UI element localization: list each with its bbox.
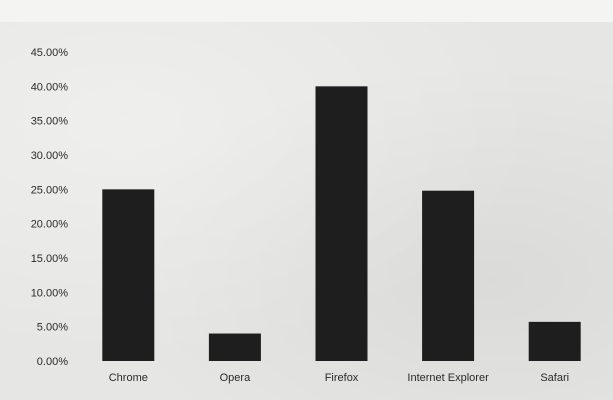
y-tick-label: 15.00%	[31, 253, 69, 265]
y-tick-label: 40.00%	[31, 81, 69, 93]
bars	[102, 86, 581, 361]
x-axis-labels: Chrome Opera Firefox Internet Explorer Safar…	[109, 372, 569, 384]
y-tick-label: 35.00%	[31, 116, 69, 128]
scan-top-edge	[0, 0, 613, 22]
bar-chrome	[102, 189, 155, 361]
bar-internet-explorer	[422, 190, 475, 361]
x-tick-label: Internet Explorer	[407, 372, 489, 384]
bar-opera	[208, 333, 261, 361]
x-tick-label: Safari	[540, 372, 569, 384]
y-tick-label: 30.00%	[31, 150, 69, 162]
x-tick-label: Chrome	[109, 372, 148, 384]
y-tick-label: 0.00%	[37, 356, 68, 368]
y-tick-label: 25.00%	[31, 184, 69, 196]
x-tick-label: Opera	[220, 372, 251, 384]
y-tick-label: 45.00%	[31, 47, 69, 59]
bar-safari	[528, 321, 581, 361]
y-tick-label: 5.00%	[37, 322, 68, 334]
y-axis-labels: 0.00% 5.00% 10.00% 15.00% 20.00% 25.00% 30.00%…	[31, 47, 69, 368]
bar-firefox	[315, 86, 368, 361]
y-tick-label: 10.00%	[31, 287, 69, 299]
y-tick-label: 20.00%	[31, 219, 69, 231]
x-tick-label: Firefox	[325, 372, 359, 384]
